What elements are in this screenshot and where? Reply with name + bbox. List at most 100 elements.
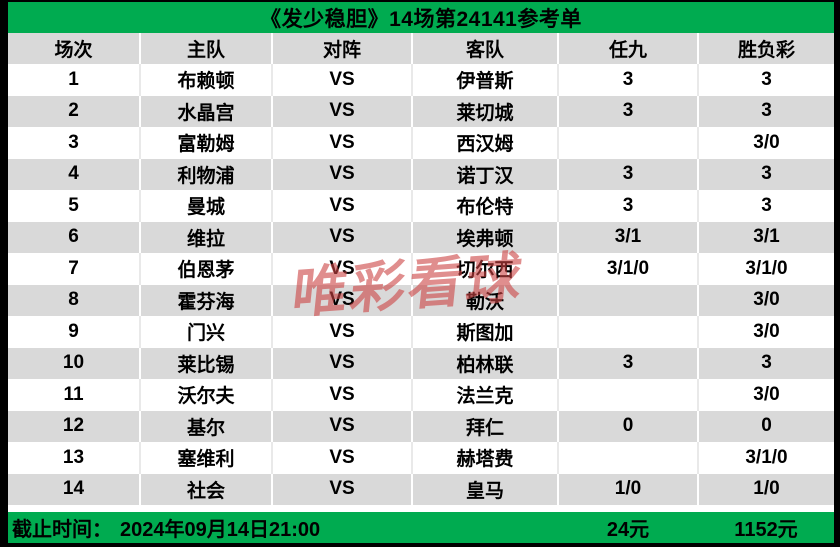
ren9-cell: 3 [558,95,699,127]
vs-cell: VS [272,221,413,253]
home-team-cell: 门兴 [140,316,273,348]
home-team-cell: 沃尔夫 [140,379,273,411]
away-team-cell: 赫塔费 [412,442,559,474]
col-header-sfc: 胜负彩 [737,40,795,61]
match-no-cell: 5 [8,190,141,222]
ren9-cell [558,379,699,411]
ren9-cell: 3 [558,347,699,379]
vs-cell: VS [272,190,413,222]
away-team-cell: 西汉姆 [412,127,559,159]
vs-cell: VS [272,442,413,474]
match-no-cell: 1 [8,64,141,96]
match-no-cell: 11 [8,379,141,411]
sfc-cell: 3/1 [753,226,780,248]
vs-cell: VS [272,64,413,96]
ren9-total: 24元 [606,519,650,541]
away-team-cell: 拜仁 [412,410,559,442]
table-row: 14 社会 VS 皇马 1/0 1/0 [8,473,834,505]
table-row: 9 门兴 VS 斯图加 3/0 [8,316,834,348]
table-row: 3 富勒姆 VS 西汉姆 3/0 [8,127,834,159]
away-team-cell: 莱切城 [412,95,559,127]
ren9-cell: 3 [558,64,699,96]
sfc-cell: 3/0 [753,289,780,311]
away-team-cell: 皇马 [412,473,559,505]
away-team-cell: 法兰克 [412,379,559,411]
away-team-cell: 切尔西 [412,253,559,285]
table-row: 11 沃尔夫 VS 法兰克 3/0 [8,379,834,411]
table-row: 6 维拉 VS 埃弗顿 3/1 3/1 [8,221,834,253]
away-team-cell: 柏林联 [412,347,559,379]
home-team-cell: 伯恩茅 [140,253,273,285]
sfc-cell: 3 [761,194,772,216]
away-team-cell: 伊普斯 [412,64,559,96]
ren9-cell [558,127,699,159]
ren9-cell: 3 [558,190,699,222]
ren9-cell: 3 [558,158,699,190]
match-no-cell: 13 [8,442,141,474]
vs-cell: VS [272,127,413,159]
match-no-cell: 3 [8,127,141,159]
sfc-cell: 0 [761,415,772,437]
home-team-cell: 水晶宫 [140,95,273,127]
match-no-cell: 9 [8,316,141,348]
sfc-cell: 3/0 [753,383,780,405]
match-no-cell: 2 [8,95,141,127]
vs-cell: VS [272,158,413,190]
table-row: 13 塞维利 VS 赫塔费 3/1/0 [8,442,834,474]
ren9-cell [558,442,699,474]
vs-cell: VS [272,379,413,411]
col-header-away-team: 客队 [412,33,559,64]
vs-cell: VS [272,347,413,379]
col-header-match-no: 场次 [8,33,141,64]
table-row: 5 曼城 VS 布伦特 3 3 [8,190,834,222]
vs-cell: VS [272,473,413,505]
deadline-value: 2024年09月14日21:00 [120,519,321,541]
footer-bar: 截止时间： 2024年09月14日21:00 24元 1152元 [8,512,834,543]
table-row: 12 基尔 VS 拜仁 0 0 [8,410,834,442]
table-row: 1 布赖顿 VS 伊普斯 3 3 [8,64,834,96]
home-team-cell: 基尔 [140,410,273,442]
home-team-cell: 利物浦 [140,158,273,190]
table-row: 7 伯恩茅 VS 切尔西 3/1/0 3/1/0 [8,253,834,285]
sfc-cell: 3 [761,163,772,185]
col-header-ren9: 任九 [558,33,699,64]
home-team-cell: 社会 [140,473,273,505]
spacer [8,505,834,512]
deadline: 截止时间： 2024年09月14日21:00 [8,513,558,542]
vs-cell: VS [272,95,413,127]
away-team-cell: 埃弗顿 [412,221,559,253]
match-no-cell: 8 [8,284,141,316]
title-bar: 《发少稳胆》14场第24141参考单 [8,2,834,33]
home-team-cell: 曼城 [140,190,273,222]
away-team-cell: 诺丁汉 [412,158,559,190]
sfc-cell: 3/0 [753,320,780,342]
home-team-cell: 塞维利 [140,442,273,474]
ren9-cell: 3/1 [558,221,699,253]
home-team-cell: 布赖顿 [140,64,273,96]
col-header-home-team: 主队 [140,33,273,64]
match-no-cell: 7 [8,253,141,285]
page-title: 《发少稳胆》14场第24141参考单 [260,7,582,31]
ren9-cell: 0 [558,410,699,442]
away-team-cell: 布伦特 [412,190,559,222]
match-no-cell: 6 [8,221,141,253]
vs-cell: VS [272,253,413,285]
ren9-cell [558,284,699,316]
sfc-cell: 3/0 [753,131,780,153]
sfc-cell: 3 [761,68,772,90]
sheet-inner: 《发少稳胆》14场第24141参考单 场次 主队 对阵 客队 任九 胜负彩 1 [8,2,834,543]
home-team-cell: 维拉 [140,221,273,253]
match-no-cell: 14 [8,473,141,505]
ren9-cell: 3/1/0 [558,253,699,285]
ren9-cell: 1/0 [558,473,699,505]
sfc-cell: 3 [761,352,772,374]
sfc-cell: 1/0 [753,478,780,500]
home-team-cell: 霍芬海 [140,284,273,316]
table-row: 10 莱比锡 VS 柏林联 3 3 [8,347,834,379]
header-row: 场次 主队 对阵 客队 任九 胜负彩 [8,33,834,64]
away-team-cell: 勒沃 [412,284,559,316]
home-team-cell: 富勒姆 [140,127,273,159]
away-team-cell: 斯图加 [412,316,559,348]
col-header-versus: 对阵 [272,33,413,64]
